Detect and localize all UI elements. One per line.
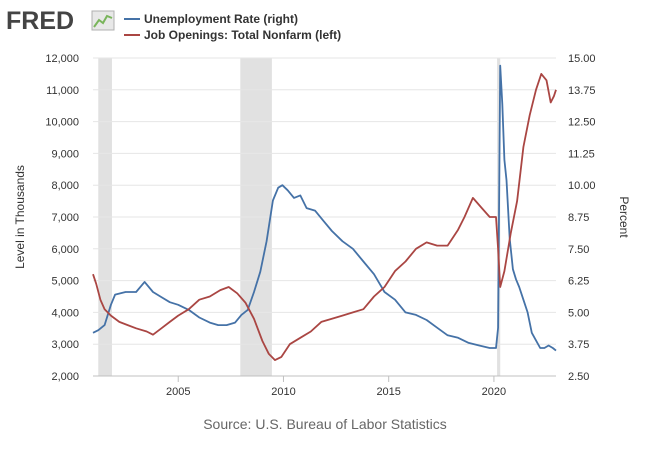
y-right-tick-label-0: 2.50 [568,371,589,383]
y-axis-right-label: Percent [617,196,631,238]
y-axis-left-label: Level in Thousands [13,165,27,269]
series-layer [92,64,557,362]
axis-layer: 2,000 3,000 4,000 5,000 6,000 7,000 8,000 9,000… [45,53,595,398]
y-right-tick-label-4: 7.50 [568,244,589,256]
y-right-tick-label-8: 12.50 [568,117,596,129]
y-left-tick-label-6: 8,000 [51,180,79,192]
source-note: Source: U.S. Bureau of Labor Statistics [203,416,447,432]
x-tick-label-1: 2010 [271,386,295,398]
y-left-tick-label-2: 4,000 [51,307,79,319]
fred-logo-text: FRED [6,7,74,35]
legend-item-unemployment: Unemployment Rate (right) [124,12,298,26]
y-right-tick-label-2: 5.00 [568,307,589,319]
y-right-tick-label-10: 15.00 [568,53,596,65]
y-right-tick-label-6: 10.00 [568,180,596,192]
y-left-tick-label-0: 2,000 [51,371,79,383]
legend-label-unemployment: Unemployment Rate (right) [144,12,299,26]
series-line-unemployment [92,64,557,352]
y-left-tick-label-1: 3,000 [51,339,79,351]
y-left-tick-label-10: 12,000 [45,53,79,65]
legend-item-job-openings: Job Openings: Total Nonfarm (left) [124,28,341,42]
legend-swatch-job-openings [124,33,140,36]
x-tick-label-3: 2020 [482,386,506,398]
y-right-tick-label-1: 3.75 [568,339,589,351]
y-left-tick-label-4: 6,000 [51,244,79,256]
fred-logo: FRED [6,7,115,35]
x-tick-label-0: 2005 [166,386,190,398]
series-line-job-openings [92,73,557,362]
y-left-tick-label-5: 7,000 [51,212,79,224]
y-left-tick-label-7: 9,000 [51,148,79,160]
y-right-tick-label-5: 8.75 [568,212,589,224]
y-left-tick-label-8: 10,000 [45,117,79,129]
x-tick-label-2: 2015 [376,386,400,398]
legend-swatch-unemployment [124,17,140,20]
y-left-tick-label-9: 11,000 [46,85,79,97]
chart-icon [91,10,115,31]
y-right-tick-label-7: 11.25 [568,148,595,160]
y-right-tick-label-3: 6.25 [568,276,589,288]
y-left-tick-label-3: 5,000 [51,276,79,288]
legend-label-job-openings: Job Openings: Total Nonfarm (left) [144,28,342,42]
y-right-tick-label-9: 13.75 [568,85,596,97]
